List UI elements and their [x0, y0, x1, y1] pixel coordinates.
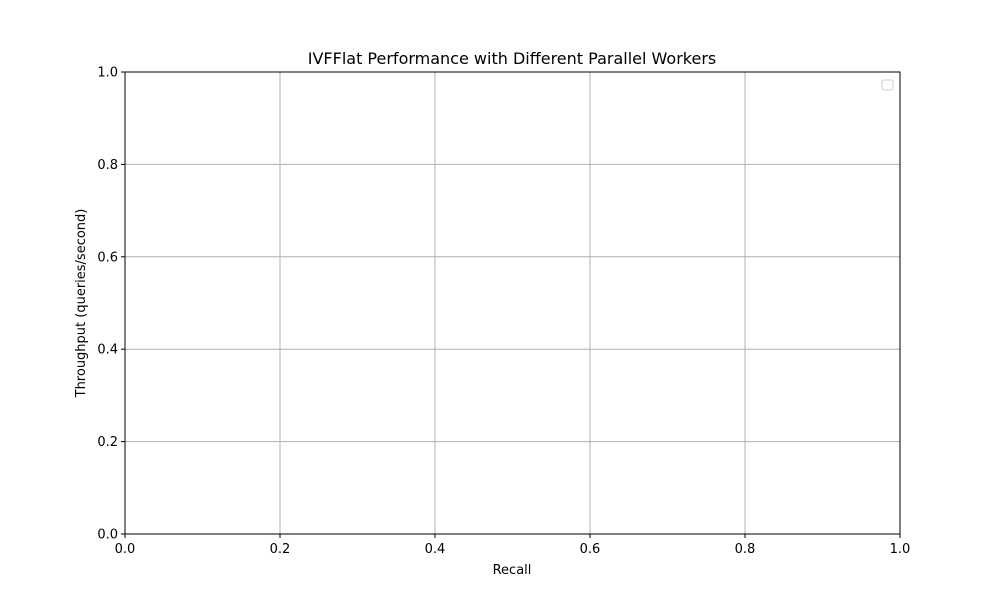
y-tick-label: 0.8 [97, 158, 118, 173]
chart-title: IVFFlat Performance with Different Paral… [308, 49, 716, 68]
x-tick-label: 0.8 [735, 542, 756, 557]
x-tick-label: 0.2 [270, 542, 291, 557]
ticks: 0.0 0.2 0.4 0.6 0.8 1.0 0.0 0.2 0.4 0.6 0.8 1.0 [97, 66, 910, 558]
y-tick-label: 0.6 [97, 250, 118, 265]
legend-box [881, 79, 894, 91]
x-axis-label: Recall [493, 563, 532, 578]
x-tick-label: 0.4 [425, 542, 446, 557]
y-tick-label: 0.0 [97, 528, 118, 543]
plot-area-frame [124, 71, 901, 535]
y-axis-label: Throughput (queries/second) [74, 209, 89, 399]
x-tick-label: 0.0 [115, 542, 136, 557]
y-tick-label: 0.4 [97, 343, 118, 358]
x-tick-label: 1.0 [890, 542, 911, 557]
x-tick-label: 0.6 [580, 542, 601, 557]
y-tick-label: 1.0 [97, 66, 118, 81]
y-tick-label: 0.2 [97, 435, 118, 450]
